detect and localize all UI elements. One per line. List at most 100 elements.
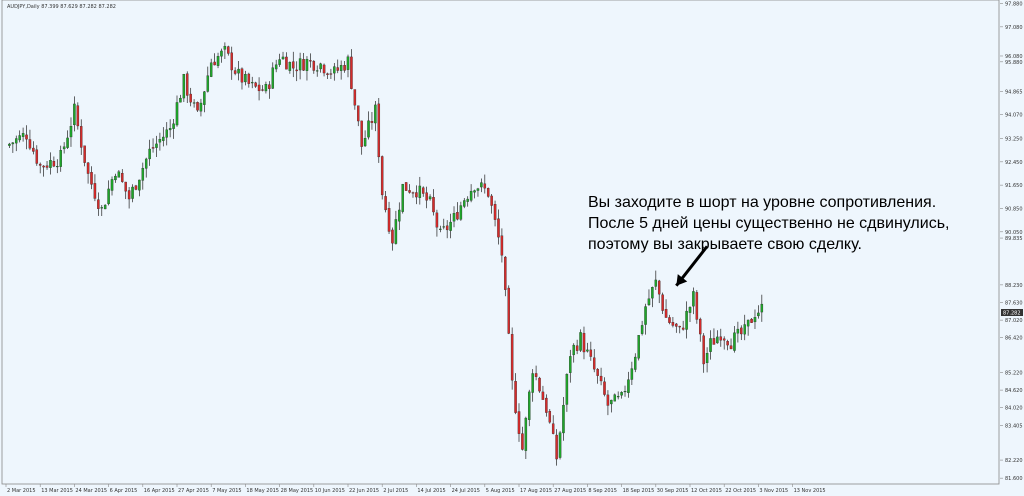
- x-tick-label: 7 May 2015: [212, 488, 241, 494]
- candle-body: [445, 225, 449, 231]
- candle-body: [740, 327, 743, 335]
- candles: [8, 42, 764, 466]
- candle-body: [380, 156, 384, 196]
- candle-body: [353, 89, 357, 106]
- candle-body: [148, 148, 151, 160]
- y-tick-label: 94.865: [1005, 89, 1023, 95]
- candle-body: [322, 64, 326, 74]
- candle-body: [702, 335, 705, 365]
- candle-body: [315, 70, 319, 72]
- candle-body: [186, 73, 189, 96]
- candle-body: [141, 167, 145, 181]
- candle-body: [647, 298, 651, 306]
- x-tick-label: 17 Aug 2015: [520, 488, 552, 494]
- candle-body: [408, 190, 411, 193]
- candle-body: [579, 332, 582, 351]
- y-tick-label: 97.880: [1005, 1, 1023, 7]
- candle-body: [504, 256, 507, 290]
- x-tick-label: 27 Aug 2015: [554, 488, 586, 494]
- candle-body: [144, 158, 148, 169]
- candle-body: [733, 332, 736, 351]
- candle-body: [456, 212, 459, 220]
- candle-body: [333, 66, 336, 74]
- candle-body: [634, 356, 637, 370]
- y-tick-label: 90.850: [1005, 206, 1023, 212]
- candle-body: [329, 73, 333, 75]
- candle-body: [449, 221, 452, 231]
- candle-body: [473, 190, 476, 193]
- candle-body: [199, 102, 203, 112]
- candle-body: [227, 46, 230, 54]
- x-tick-label: 12 Oct 2015: [691, 488, 722, 494]
- x-tick-label: 13 Mar 2015: [41, 488, 73, 494]
- candle-body: [346, 56, 350, 70]
- candle-body: [162, 136, 165, 141]
- x-tick-label: 27 Apr 2015: [178, 488, 209, 494]
- candle-body: [35, 149, 39, 164]
- candle-body: [203, 91, 206, 105]
- candle-body: [620, 392, 623, 396]
- candle-body: [25, 134, 28, 140]
- candle-body: [271, 67, 275, 89]
- candle-body: [155, 143, 158, 148]
- candle-body: [90, 172, 93, 185]
- candle-body: [240, 68, 244, 83]
- candle-body: [103, 204, 107, 210]
- candle-body: [56, 166, 59, 168]
- candle-body: [336, 67, 339, 71]
- candle-body: [637, 335, 640, 359]
- candle-body: [298, 58, 302, 71]
- candle-body: [398, 209, 401, 222]
- candle-body: [705, 353, 709, 364]
- candle-body: [510, 334, 514, 381]
- candle-body: [442, 226, 446, 228]
- candle-body: [401, 183, 404, 212]
- candle-body: [469, 190, 473, 201]
- candle-body: [158, 139, 162, 143]
- candle-body: [21, 133, 25, 137]
- candle-body: [374, 104, 377, 124]
- candle-body: [343, 65, 346, 71]
- candle-body: [230, 52, 233, 71]
- candle-body: [86, 162, 90, 174]
- candle-body: [45, 165, 49, 168]
- candle-body: [428, 196, 432, 200]
- candle-body: [521, 433, 524, 450]
- candle-body: [274, 64, 278, 70]
- candle-body: [261, 89, 264, 91]
- candle-body: [575, 345, 579, 351]
- candle-body: [610, 399, 613, 405]
- y-tick-label: 90.050: [1005, 230, 1023, 236]
- x-tick-label: 28 May 2015: [281, 488, 314, 494]
- candle-body: [517, 411, 521, 434]
- candle-body: [507, 287, 510, 334]
- y-tick-label: 81.600: [1005, 476, 1023, 482]
- current-price-tag: [1001, 309, 1023, 317]
- candle-body: [716, 336, 719, 344]
- candle-body: [32, 147, 35, 152]
- candle-body: [281, 56, 285, 60]
- candle-body: [83, 145, 86, 163]
- candle-body: [661, 294, 664, 311]
- candle-body: [753, 317, 757, 323]
- candle-body: [439, 228, 442, 230]
- candle-body: [514, 381, 517, 413]
- x-tick-label: 18 May 2015: [246, 488, 279, 494]
- x-tick-label: 22 Oct 2015: [725, 488, 756, 494]
- candle-body: [295, 69, 298, 72]
- plot-frame: [1, 0, 1000, 485]
- y-tick-label: 87.630: [1005, 300, 1023, 306]
- candle-body: [675, 323, 678, 327]
- candle-body: [257, 84, 261, 92]
- candle-body: [466, 198, 469, 202]
- candle-body: [729, 345, 733, 350]
- candle-body: [548, 411, 552, 423]
- candle-body: [551, 423, 555, 434]
- candle-body: [404, 182, 408, 191]
- candle-body: [387, 208, 391, 232]
- candle-body: [746, 319, 750, 327]
- candle-body: [480, 182, 483, 188]
- candle-body: [76, 105, 80, 127]
- candle-body: [651, 287, 654, 299]
